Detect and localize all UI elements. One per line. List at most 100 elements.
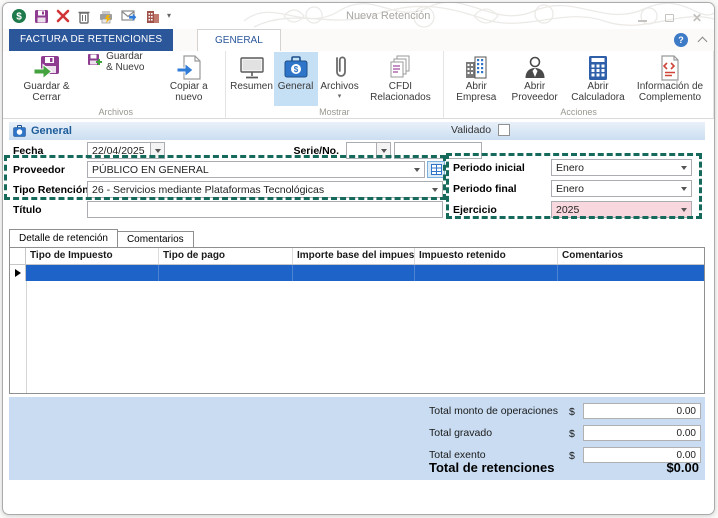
fecha-combobox[interactable]: 22/04/2025	[87, 142, 165, 159]
tipo-retencion-value: 26 - Servicios mediante Plataformas Tecn…	[92, 183, 325, 196]
button-label: Archivos	[320, 81, 359, 92]
send-mail-icon[interactable]	[121, 9, 138, 23]
briefcase-icon: $	[283, 54, 309, 81]
window-controls: ✕	[637, 11, 702, 25]
column-header-importe-base[interactable]: Importe base del impuesto	[293, 248, 415, 264]
tab-comentarios[interactable]: Comentarios	[117, 231, 194, 248]
tab-detalle-de-retencion[interactable]: Detalle de retención	[9, 229, 118, 248]
guardar-nuevo-button[interactable]: Guardar & Nuevo	[82, 50, 157, 73]
table-row[interactable]	[10, 265, 704, 281]
button-label: Abrir Proveedor	[511, 81, 558, 103]
complement-doc-icon	[657, 54, 683, 81]
collapse-ribbon-icon[interactable]	[697, 36, 708, 47]
help-icon[interactable]: ?	[674, 33, 688, 47]
cfdi-relacionados-button[interactable]: CFDI Relacionados	[362, 52, 440, 106]
save-new-icon	[87, 53, 103, 71]
close-icon[interactable]: ✕	[691, 11, 702, 25]
button-label: CFDI Relacionados	[370, 81, 431, 103]
fecha-label: Fecha	[13, 145, 44, 157]
retenciones-table: Tipo de Impuesto Tipo de pago Importe ba…	[9, 247, 705, 394]
button-label: Copiar a nuevo	[169, 81, 208, 103]
validado-checkbox[interactable]	[498, 124, 511, 136]
print-icon[interactable]	[98, 9, 114, 24]
proveedor-value: PÚBLICO EN GENERAL	[92, 163, 209, 176]
row-selector-cell[interactable]	[10, 265, 26, 281]
abrir-calculadora-button[interactable]: Abrir Calculadora	[565, 52, 631, 106]
current-row-arrow-icon	[14, 269, 21, 277]
save-close-icon	[33, 54, 61, 81]
ribbon-tab-row: FACTURA DE RETENCIONES GENERAL ?	[3, 29, 714, 51]
tab-general[interactable]: GENERAL	[197, 29, 281, 51]
archivos-button[interactable]: Archivos ▾	[318, 52, 362, 106]
ribbon-group-label: Acciones	[560, 107, 597, 117]
detail-tabs: Detalle de retención Comentarios	[9, 229, 194, 248]
company-icon[interactable]	[145, 9, 160, 24]
cell-tipo-pago[interactable]	[159, 265, 293, 281]
button-label: General	[277, 81, 314, 92]
cell-impuesto-retenido[interactable]	[415, 265, 558, 281]
cell-importe-base[interactable]	[293, 265, 415, 281]
archivos-column: Guardar & Nuevo	[82, 50, 157, 73]
ribbon: Guardar & Cerrar Guardar & Nuevo	[3, 51, 714, 119]
ribbon-group-acciones: Abrir Empresa Abrir Proveedor	[444, 51, 714, 118]
periodo-final-label: Periodo final	[453, 183, 517, 195]
open-proveedor-catalog-button[interactable]	[427, 161, 445, 178]
column-header-tipo-pago[interactable]: Tipo de pago	[159, 248, 293, 264]
periodo-final-combobox[interactable]: Enero	[551, 180, 692, 197]
guardar-cerrar-button[interactable]: Guardar & Cerrar	[11, 52, 82, 106]
total-monto-field[interactable]	[583, 403, 701, 419]
total-exento-label: Total exento	[429, 449, 486, 461]
delete-icon[interactable]	[77, 9, 91, 24]
tipo-retencion-label: Tipo Retención	[13, 184, 89, 196]
ribbon-group-label: Archivos	[98, 107, 134, 117]
save-icon[interactable]	[34, 9, 49, 24]
currency-sign: $	[569, 450, 575, 462]
button-label: Guardar & Nuevo	[106, 50, 145, 73]
cell-comentarios[interactable]	[558, 265, 704, 281]
serie-label: Serie/No.	[293, 145, 339, 157]
periodo-inicial-label: Periodo inicial	[453, 162, 525, 174]
chevron-down-icon[interactable]	[150, 143, 164, 158]
total-gravado-field[interactable]	[583, 425, 701, 441]
tab-factura-de-retenciones[interactable]: FACTURA DE RETENCIONES	[9, 29, 174, 51]
abrir-empresa-button[interactable]: Abrir Empresa	[448, 52, 504, 106]
window-title: Nueva Retención	[346, 10, 431, 22]
column-header-comentarios[interactable]: Comentarios	[562, 250, 624, 261]
column-header-tipo-impuesto[interactable]: Tipo de Impuesto	[26, 248, 159, 264]
section-header-general: General Validado	[9, 122, 705, 140]
abrir-proveedor-button[interactable]: Abrir Proveedor	[504, 52, 565, 106]
app-icon: $	[12, 9, 26, 23]
maximize-icon[interactable]	[664, 14, 674, 22]
row-selector-header	[10, 248, 26, 264]
chevron-down-icon[interactable]	[376, 143, 390, 158]
serie-combobox[interactable]	[346, 142, 391, 159]
cell-tipo-impuesto[interactable]	[26, 265, 159, 281]
copy-new-icon	[176, 54, 202, 81]
general-button[interactable]: $ General	[273, 52, 318, 106]
svg-text:$: $	[16, 12, 22, 23]
monitor-icon	[239, 54, 265, 81]
catalog-grid-icon	[430, 164, 442, 175]
cancel-icon[interactable]	[56, 9, 70, 23]
table-header-row: Tipo de Impuesto Tipo de pago Importe ba…	[10, 248, 704, 265]
titulo-label: Título	[13, 204, 42, 216]
titulo-input[interactable]	[87, 201, 443, 218]
tipo-retencion-combobox[interactable]: 26 - Servicios mediante Plataformas Tecn…	[87, 181, 443, 198]
copiar-a-nuevo-button[interactable]: Copiar a nuevo	[157, 52, 220, 106]
resumen-button[interactable]: Resumen	[230, 52, 274, 106]
calculator-icon	[585, 54, 611, 81]
proveedor-label: Proveedor	[13, 164, 65, 176]
periodo-inicial-combobox[interactable]: Enero	[551, 159, 692, 176]
totals-panel: Total monto de operaciones $ Total grava…	[9, 397, 705, 480]
informacion-complemento-button[interactable]: Información de Complemento	[631, 52, 709, 106]
minimize-icon[interactable]	[637, 19, 647, 22]
total-exento-field[interactable]	[583, 447, 701, 463]
button-label: Guardar & Cerrar	[23, 81, 70, 103]
proveedor-combobox[interactable]: PÚBLICO EN GENERAL	[87, 161, 425, 178]
column-header-impuesto-retenido[interactable]: Impuesto retenido	[415, 248, 558, 264]
periodo-inicial-value: Enero	[556, 161, 585, 174]
button-label: Información de Complemento	[636, 81, 704, 103]
toolbar-dropdown-icon[interactable]: ▾	[167, 11, 172, 20]
ribbon-group-label: Mostrar	[319, 107, 350, 117]
